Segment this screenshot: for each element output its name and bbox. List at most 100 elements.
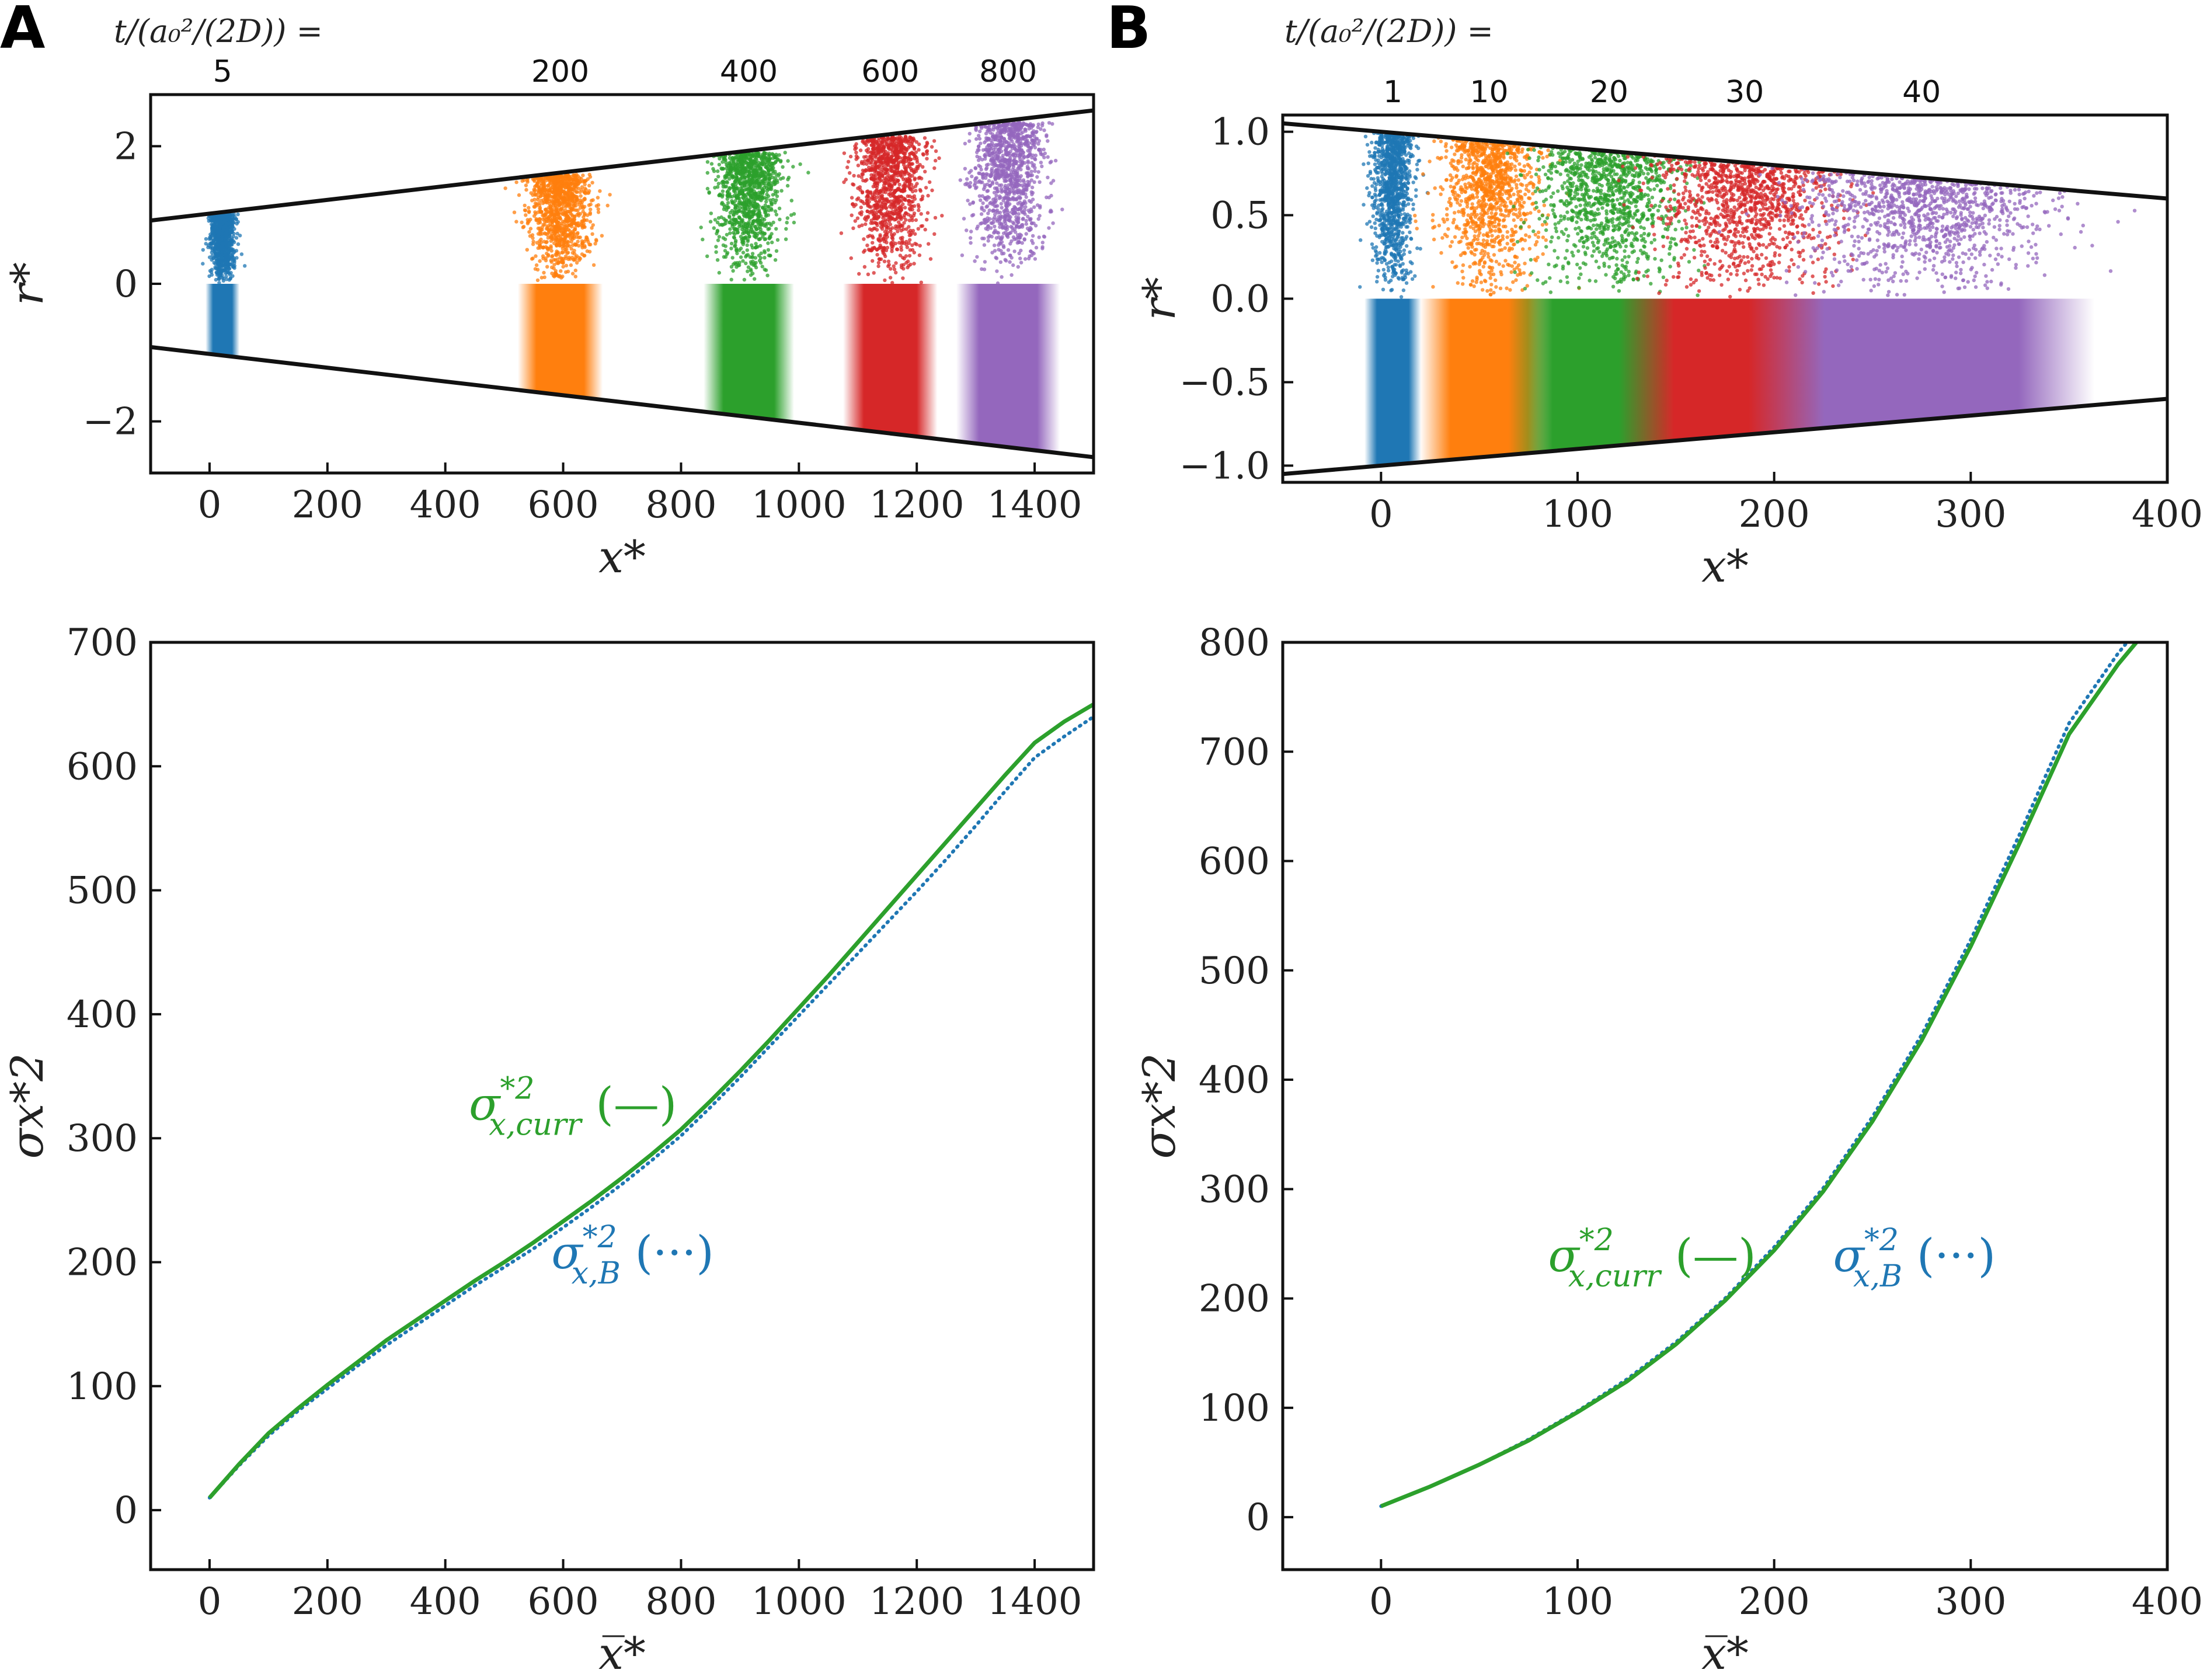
particles-200 bbox=[503, 172, 612, 283]
scatter-A-top bbox=[151, 108, 1094, 460]
y-tick-label: 700 bbox=[67, 621, 138, 665]
y-axis-label: σx*2 bbox=[1133, 1053, 1185, 1159]
y-tick-label: 100 bbox=[1199, 1387, 1270, 1430]
lines-A-bottom bbox=[207, 702, 1094, 1500]
y-tick-label: 300 bbox=[67, 1117, 138, 1160]
y-tick-label: −0.5 bbox=[1179, 361, 1270, 404]
axes-A-top: 0 200 400 600 800 1000 1200 1400 −2 0 2 x* r* bbox=[1, 125, 1082, 583]
particles-10 bbox=[1413, 135, 1581, 297]
x-tick-label: 0 bbox=[198, 1580, 222, 1623]
density-band-1 bbox=[1364, 298, 1422, 467]
x-axis-label: x* bbox=[1701, 540, 1749, 592]
time-label-200: 200 bbox=[531, 54, 589, 89]
time-label-20: 20 bbox=[1590, 75, 1628, 110]
y-tick-label: 300 bbox=[1199, 1168, 1270, 1211]
x-tick-label: 600 bbox=[527, 1580, 598, 1623]
density-band-200 bbox=[517, 284, 603, 400]
y-tick-label: 400 bbox=[1199, 1059, 1270, 1102]
time-label-800: 800 bbox=[979, 54, 1037, 89]
x-tick-label: 400 bbox=[2132, 493, 2203, 536]
density-band-800 bbox=[956, 284, 1060, 454]
x-tick-label: 200 bbox=[1739, 1580, 1810, 1623]
y-tick-label: 500 bbox=[1199, 949, 1270, 993]
y-tick-label: 600 bbox=[67, 745, 138, 788]
y-tick-label: −1.0 bbox=[1179, 444, 1270, 488]
y-tick-label: 0 bbox=[114, 1489, 138, 1532]
x-tick-label: 200 bbox=[292, 1580, 363, 1623]
x-tick-label: 1200 bbox=[869, 1580, 965, 1623]
density-band-5 bbox=[206, 284, 240, 358]
time-label-1: 1 bbox=[1383, 75, 1402, 110]
particles-1 bbox=[1358, 130, 1430, 299]
x-tick-label: 1400 bbox=[987, 484, 1082, 527]
y-tick-label: 800 bbox=[1199, 621, 1270, 665]
axes-B-top: 0 100 200 300 400 −1.0 −0.5 0.0 0.5 1.0 x* r* bbox=[1133, 111, 2203, 592]
x-axis-label: x̅* bbox=[1701, 1627, 1749, 1679]
y-tick-label: 0.5 bbox=[1210, 194, 1270, 238]
legend-annotation-1: σ*2 x,B (···) bbox=[551, 1220, 713, 1291]
x-tick-label: 300 bbox=[1935, 1580, 2006, 1623]
panel-label-b: B bbox=[1106, 0, 1151, 62]
axes-A-bottom: 0 200 400 600 800 1000 1200 1400 0 100 200 300 400 50… bbox=[1, 621, 1082, 1679]
legend-annotation-1: σ*2 x,B (···) bbox=[1833, 1223, 1996, 1294]
lines-B-bottom bbox=[1379, 642, 2139, 1508]
x-tick-label: 600 bbox=[527, 484, 598, 527]
particles-400 bbox=[699, 151, 810, 282]
x-tick-label: 100 bbox=[1542, 1580, 1613, 1623]
y-tick-label: 2 bbox=[114, 125, 138, 168]
time-label-30: 30 bbox=[1725, 75, 1764, 110]
x-tick-label: 200 bbox=[1739, 493, 1810, 536]
y-tick-label: 1.0 bbox=[1210, 111, 1270, 154]
axes-B-bottom: 0 100 200 300 400 0 100 200 300 400 500 600 700 800 x̅… bbox=[1133, 621, 2203, 1679]
plot-frame-A-bottom bbox=[149, 641, 1095, 1571]
particles-600 bbox=[839, 134, 944, 285]
x-tick-label: 400 bbox=[2132, 1580, 2203, 1623]
x-tick-label: 300 bbox=[1935, 493, 2006, 536]
particles-5 bbox=[201, 211, 247, 285]
y-tick-label: 200 bbox=[67, 1241, 138, 1284]
x-axis-label: x* bbox=[598, 531, 646, 583]
x-tick-label: 1400 bbox=[987, 1580, 1082, 1623]
x-tick-label: 800 bbox=[645, 484, 716, 527]
y-tick-label: 200 bbox=[1199, 1278, 1270, 1321]
x-tick-label: 100 bbox=[1542, 493, 1613, 536]
upper-wall bbox=[151, 108, 1094, 223]
y-tick-label: 0 bbox=[1246, 1496, 1270, 1539]
particles-20 bbox=[1505, 145, 1708, 297]
legend-annotation-0: σ*2 x,curr (—) bbox=[1548, 1223, 1756, 1294]
plot-frame-A-top bbox=[149, 93, 1095, 475]
y-tick-label: 700 bbox=[1199, 731, 1270, 774]
time-label-5: 5 bbox=[213, 54, 232, 89]
lower-wall bbox=[1283, 396, 2167, 476]
x-tick-label: 0 bbox=[1369, 493, 1393, 536]
legend-annotation-0: σ*2 x,curr (—) bbox=[469, 1071, 677, 1142]
y-tick-label: 400 bbox=[67, 993, 138, 1036]
time-label-600: 600 bbox=[861, 54, 919, 89]
plot-frame-B-bottom bbox=[1281, 641, 2169, 1571]
density-band-400 bbox=[703, 284, 795, 423]
x-tick-label: 400 bbox=[410, 484, 481, 527]
y-axis-label: r* bbox=[1133, 277, 1185, 320]
y-tick-label: 0 bbox=[114, 263, 138, 306]
panel-label-a: A bbox=[0, 0, 45, 62]
x-tick-label: 1200 bbox=[869, 484, 965, 527]
y-tick-label: 600 bbox=[1199, 840, 1270, 884]
y-tick-label: 100 bbox=[67, 1365, 138, 1408]
time-label-10: 10 bbox=[1470, 75, 1508, 110]
series-line-curr bbox=[1380, 642, 2139, 1508]
upper-wall bbox=[1283, 121, 2167, 201]
particles-800 bbox=[958, 120, 1064, 286]
time-header-b: t/(a₀²/(2D)) = bbox=[1284, 13, 1494, 50]
x-tick-label: 1000 bbox=[751, 484, 847, 527]
scatter-B-top bbox=[1283, 121, 2167, 476]
time-label-400: 400 bbox=[720, 54, 778, 89]
particles-40 bbox=[1717, 164, 2137, 297]
series-line-b bbox=[207, 715, 1094, 1500]
y-axis-label: r* bbox=[1, 262, 53, 305]
y-axis-label: σx*2 bbox=[1, 1053, 53, 1159]
x-tick-label: 400 bbox=[410, 1580, 481, 1623]
y-tick-label: 0.0 bbox=[1210, 278, 1270, 321]
x-tick-label: 0 bbox=[198, 484, 222, 527]
x-axis-label: x̅* bbox=[598, 1627, 646, 1679]
